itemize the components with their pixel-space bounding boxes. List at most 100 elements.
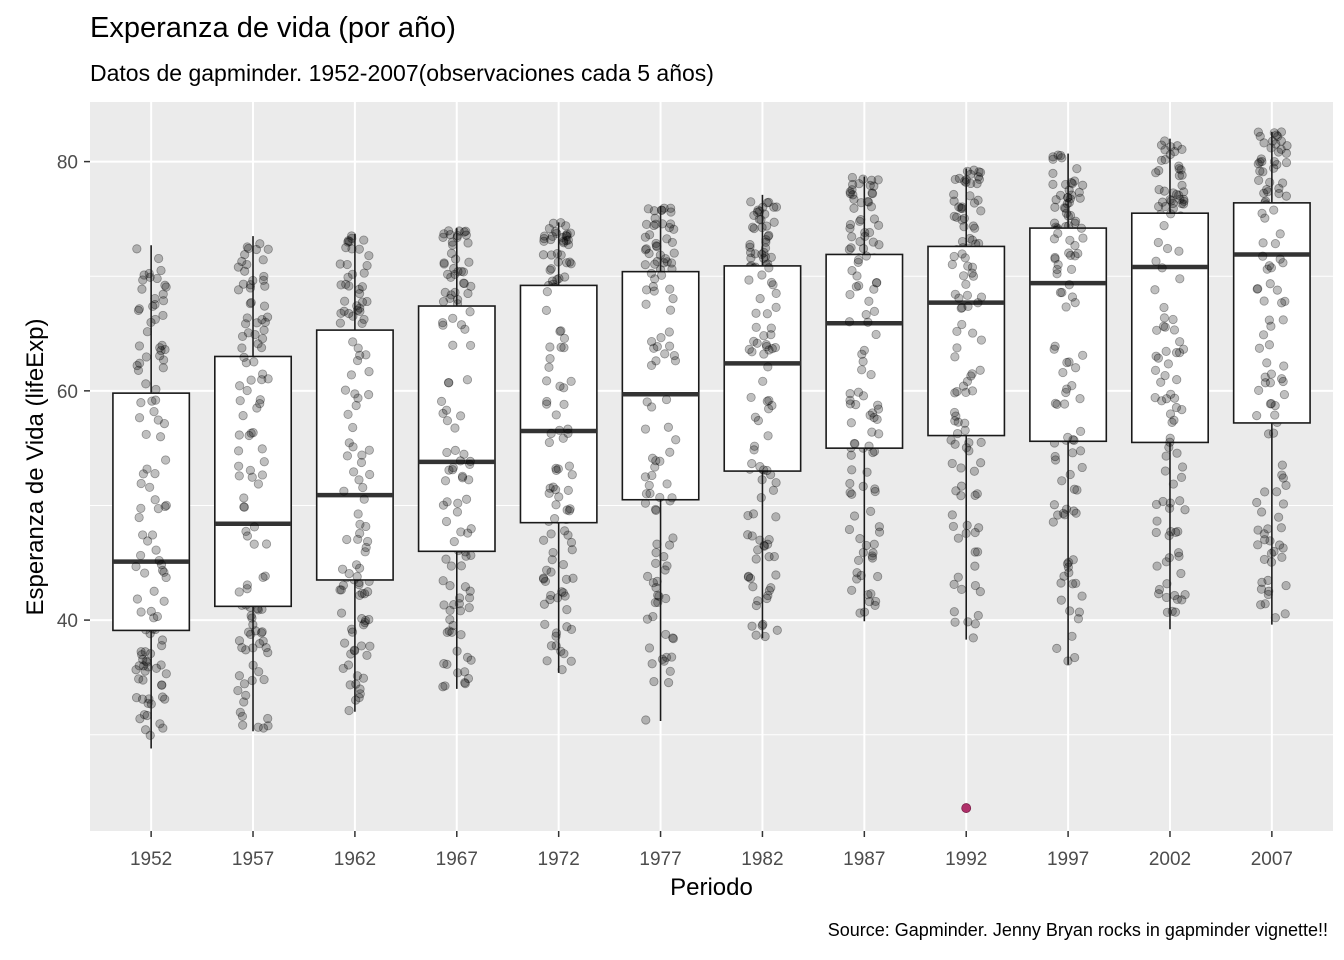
data-point (439, 259, 449, 269)
data-point (869, 181, 879, 191)
data-point (951, 411, 961, 421)
data-point (567, 545, 577, 555)
data-point (750, 412, 760, 422)
x-tick-label: 1962 (334, 849, 376, 870)
data-point (361, 350, 371, 360)
data-point (258, 255, 268, 265)
data-point (963, 301, 973, 312)
data-point (967, 268, 977, 278)
data-point (1276, 127, 1287, 137)
data-point (764, 534, 774, 545)
data-point (1069, 176, 1080, 186)
data-point (1174, 246, 1184, 256)
box-1962 (315, 329, 394, 581)
data-point (352, 355, 363, 366)
data-point (1156, 155, 1167, 165)
data-point (754, 214, 764, 224)
data-point (766, 323, 776, 333)
data-point (1166, 389, 1176, 399)
data-point (1053, 228, 1063, 238)
data-point (760, 243, 771, 253)
data-point (365, 641, 375, 651)
data-point (444, 626, 454, 636)
data-point (1177, 180, 1187, 190)
data-point (1052, 643, 1062, 653)
data-point (1062, 384, 1072, 394)
data-point (343, 237, 353, 247)
data-point (751, 308, 761, 318)
data-point (238, 411, 248, 421)
data-point (762, 309, 772, 319)
data-point (847, 465, 857, 475)
data-point (763, 539, 773, 549)
data-point (863, 196, 873, 207)
data-point (539, 599, 550, 609)
data-point (357, 297, 368, 307)
data-point (256, 628, 267, 638)
data-point (137, 694, 148, 704)
data-point (1278, 473, 1288, 483)
data-point (1078, 350, 1088, 360)
data-point (463, 528, 473, 538)
data-point (1259, 529, 1269, 539)
data-point (242, 242, 252, 252)
data-point (867, 551, 877, 561)
data-point (234, 430, 244, 440)
data-point (355, 350, 365, 360)
data-point (848, 190, 858, 200)
data-point (851, 400, 861, 410)
data-point (1069, 484, 1079, 494)
data-point (1253, 284, 1263, 294)
data-point (1174, 190, 1184, 200)
data-point (456, 320, 467, 330)
data-point (354, 475, 364, 485)
data-point (970, 619, 980, 629)
data-point (664, 327, 674, 337)
data-point (1259, 296, 1269, 306)
data-point (242, 580, 252, 590)
data-point (565, 257, 575, 267)
data-point (968, 271, 979, 281)
data-point (1280, 296, 1290, 306)
data-point (854, 179, 864, 189)
data-point (555, 326, 565, 336)
data-point (157, 692, 168, 702)
data-point (443, 226, 454, 236)
data-point (336, 308, 346, 318)
data-point (1064, 357, 1074, 367)
data-point (662, 561, 672, 571)
data-point (1278, 315, 1288, 325)
data-point (138, 675, 148, 685)
data-point (949, 607, 959, 617)
data-point (1258, 238, 1268, 248)
data-point (659, 258, 669, 268)
data-point (258, 572, 268, 583)
data-point (947, 510, 957, 520)
data-point (1061, 302, 1071, 312)
data-point (1276, 523, 1286, 533)
data-point (562, 258, 572, 268)
data-point (1162, 243, 1173, 254)
data-point (867, 553, 878, 563)
data-point (1048, 517, 1058, 527)
data-point (357, 588, 367, 598)
data-point (234, 461, 244, 471)
data-point (445, 230, 455, 240)
data-point (947, 259, 957, 270)
data-point (1177, 198, 1187, 209)
data-point (771, 570, 781, 580)
data-point (1162, 579, 1172, 589)
data-point (154, 555, 164, 566)
data-point (976, 437, 986, 447)
data-point (357, 450, 367, 460)
data-point (134, 661, 144, 671)
data-point (661, 593, 671, 604)
data-point (1156, 377, 1166, 387)
data-point (462, 375, 473, 385)
box-2007 (1232, 202, 1311, 424)
data-point (239, 502, 249, 512)
x-tick-label: 1977 (639, 849, 681, 870)
data-point (1254, 385, 1264, 395)
data-point (645, 230, 655, 240)
data-point (1172, 375, 1182, 385)
